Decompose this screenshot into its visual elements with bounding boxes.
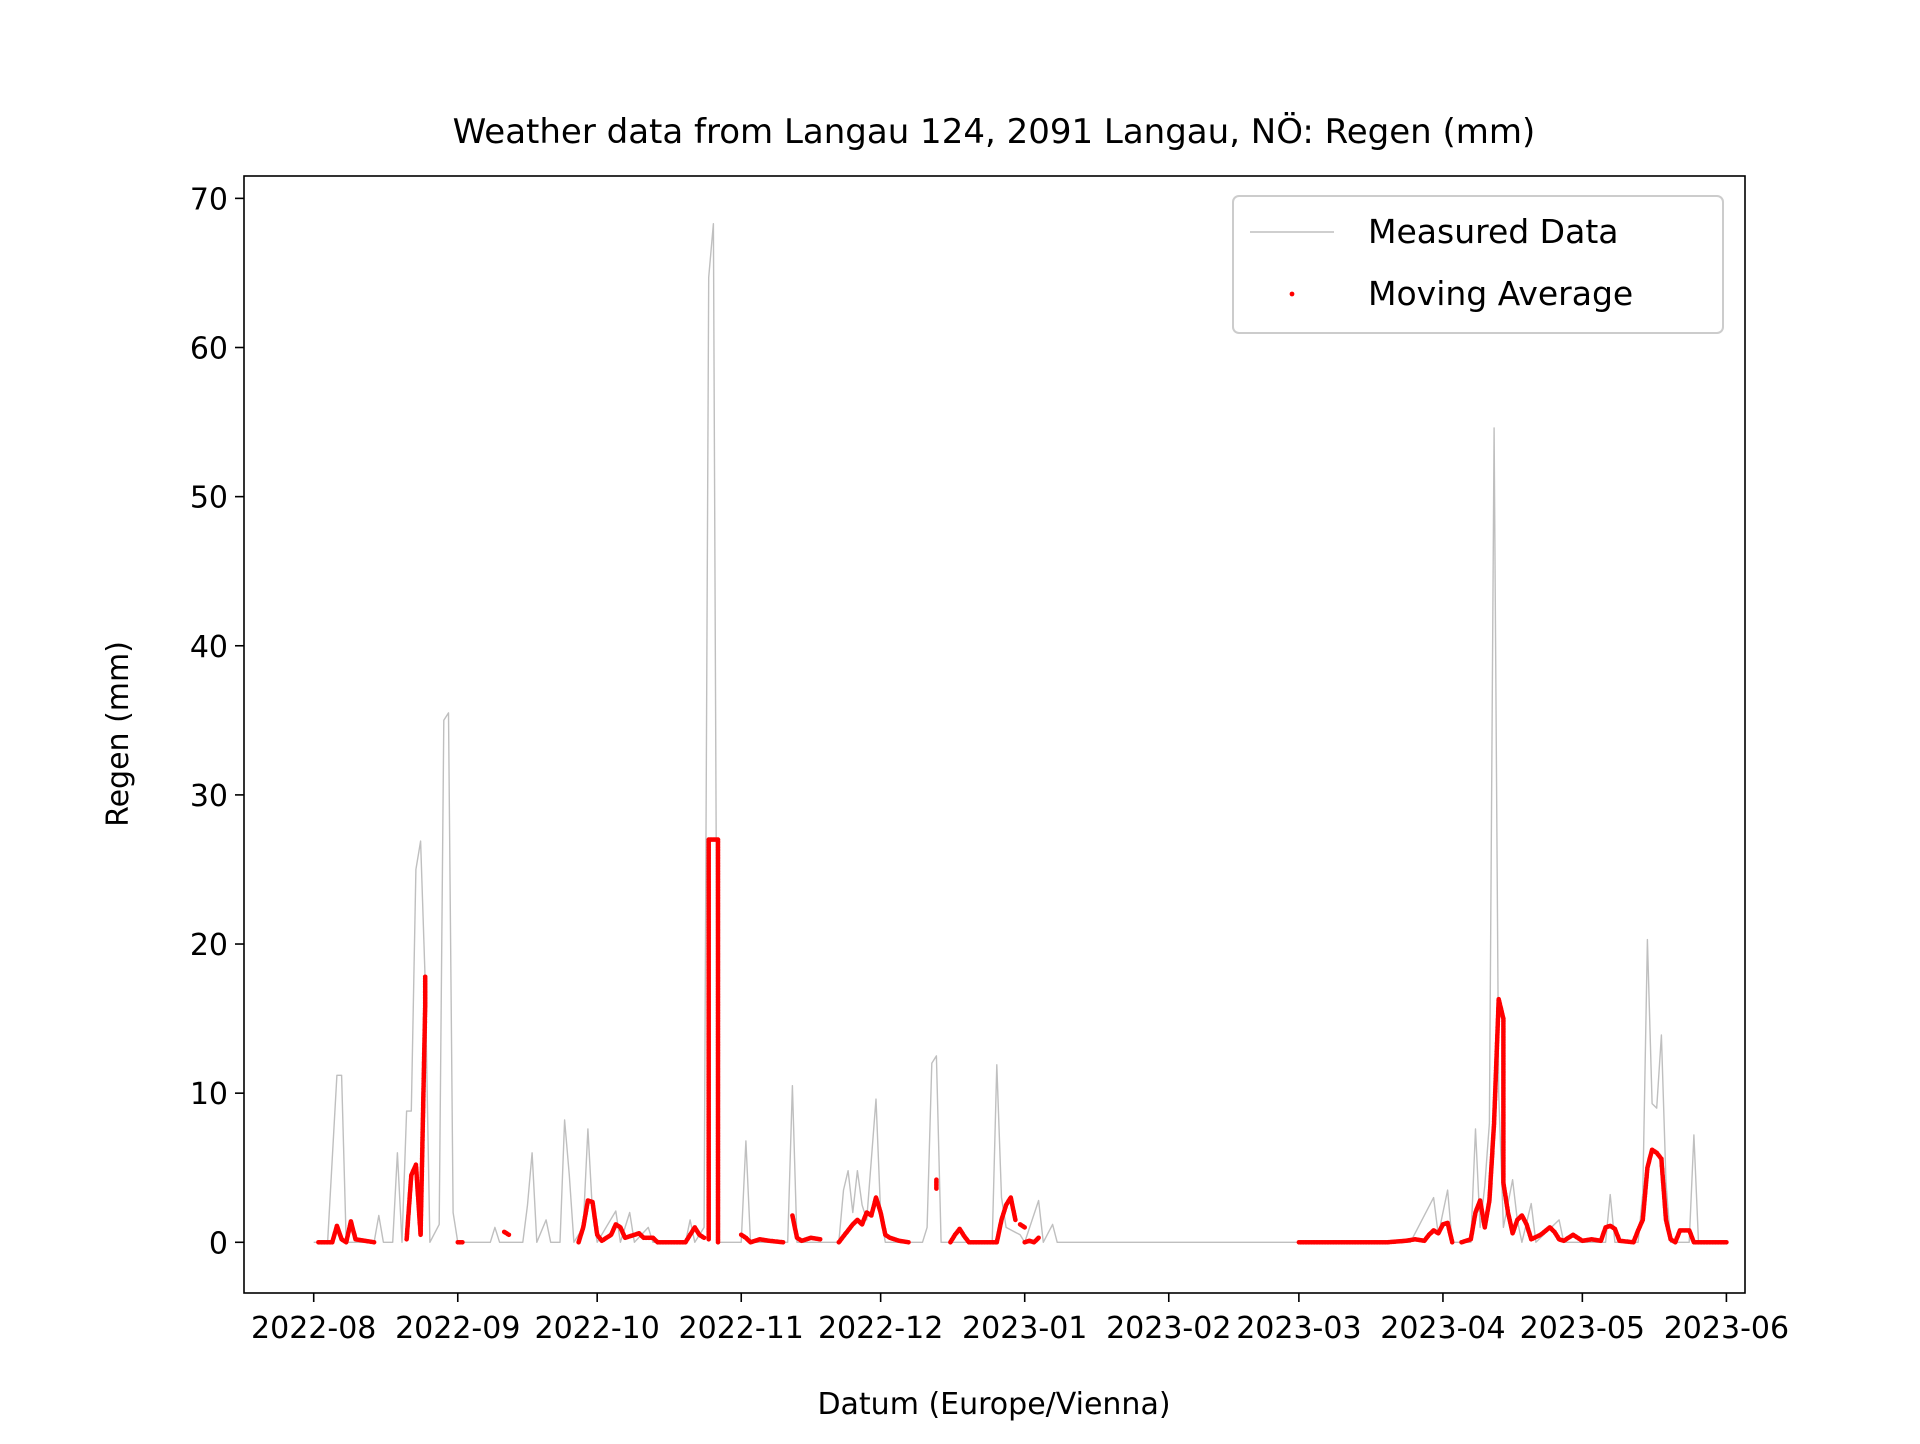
legend-average-label: Moving Average	[1368, 274, 1633, 313]
y-tick-label-5: 50	[190, 481, 228, 516]
plot-frame	[243, 175, 1746, 1294]
moving-average-segment-5	[706, 837, 721, 1245]
moving-average-segment-10	[948, 1195, 1018, 1245]
y-tick-label-3: 30	[190, 779, 228, 814]
legend-box	[1232, 195, 1724, 334]
y-tick-label-7: 70	[190, 182, 228, 217]
x-tick-label-0: 2022-08	[251, 1311, 376, 1346]
moving-average-segment-1	[404, 974, 428, 1242]
moving-average-segment-4	[576, 1198, 707, 1245]
x-axis: 2022-08 2022-09 2022-10 2022-11 2022-12 2023-…	[251, 1293, 1789, 1346]
y-tick-label-2: 20	[190, 928, 228, 963]
moving-average-segment-6	[738, 1232, 786, 1245]
moving-average-segment-2	[455, 1240, 465, 1245]
x-axis-label: Datum (Europe/Vienna)	[817, 1387, 1170, 1422]
measured-data-layer	[313, 223, 1727, 1243]
x-tick-label-3: 2022-11	[679, 1311, 804, 1346]
x-tick-label-8: 2023-04	[1380, 1311, 1505, 1346]
x-tick-label-7: 2023-03	[1236, 1311, 1361, 1346]
moving-average-segment-13	[1296, 1220, 1455, 1245]
y-tick-label-4: 40	[190, 630, 228, 665]
moving-average-point	[1022, 1225, 1027, 1230]
chart-title: Weather data from Langau 124, 2091 Langa…	[453, 111, 1536, 152]
moving-average-segment-12	[1022, 1235, 1041, 1245]
moving-average-point	[701, 1235, 707, 1241]
moving-average-segment-3	[501, 1229, 512, 1238]
moving-average-point	[1013, 1217, 1018, 1223]
moving-average-point	[817, 1237, 823, 1242]
moving-average-point	[1724, 1240, 1729, 1245]
y-axis: 0 10 20 30 40 50 60 70	[190, 182, 244, 1261]
x-tick-label-6: 2023-02	[1106, 1311, 1231, 1346]
y-axis-label: Regen (mm)	[101, 641, 136, 827]
measured-data-line	[313, 223, 1727, 1243]
moving-average-point	[371, 1240, 377, 1245]
moving-average-point	[715, 1240, 721, 1245]
moving-average-point	[780, 1240, 786, 1245]
moving-average-segment-7	[790, 1213, 823, 1244]
moving-average-segment-8	[836, 1195, 911, 1245]
x-tick-label-10: 2023-06	[1664, 1311, 1789, 1346]
moving-average-point	[906, 1240, 911, 1245]
moving-average-segment-14	[1459, 996, 1729, 1245]
moving-average-point	[1036, 1235, 1041, 1241]
moving-average-segment-11	[1017, 1222, 1027, 1230]
y-tick-label-0: 0	[209, 1226, 228, 1261]
moving-average-segment-9	[934, 1177, 939, 1191]
x-tick-label-2: 2022-10	[534, 1311, 659, 1346]
x-tick-label-1: 2022-09	[395, 1311, 520, 1346]
moving-average-segment-0	[316, 1219, 377, 1245]
y-tick-label-1: 10	[190, 1077, 228, 1112]
moving-average-point	[506, 1232, 512, 1238]
moving-average-point	[460, 1240, 465, 1245]
moving-average-layer	[316, 837, 1729, 1245]
legend-measured-label: Measured Data	[1368, 212, 1618, 251]
x-tick-label-5: 2023-01	[962, 1311, 1087, 1346]
legend: Measured Data Moving Average	[1232, 195, 1724, 334]
x-tick-label-9: 2023-05	[1520, 1311, 1645, 1346]
legend-average-swatch	[1289, 291, 1295, 297]
moving-average-point	[1449, 1240, 1455, 1245]
moving-average-point	[934, 1186, 939, 1191]
x-tick-label-4: 2022-12	[818, 1311, 943, 1346]
y-tick-label-6: 60	[190, 332, 228, 367]
moving-average-point	[422, 974, 428, 980]
